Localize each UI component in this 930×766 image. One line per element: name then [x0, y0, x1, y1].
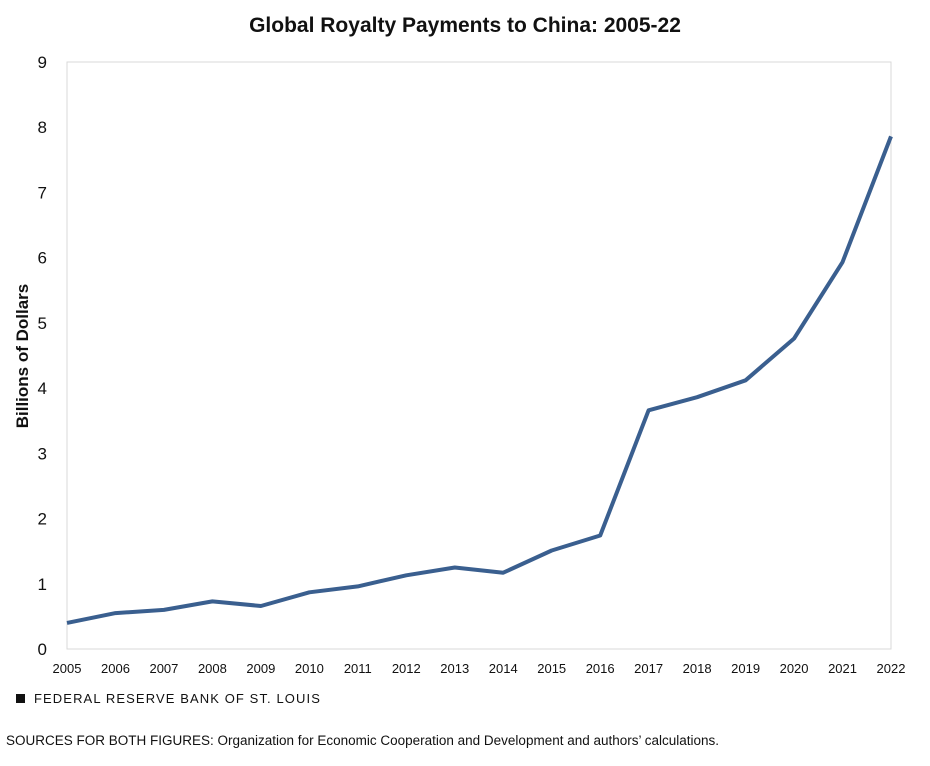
x-axis-ticks: 2005 2006 2007 2008 2009 2010 2011 2012 2013 2014…: [53, 661, 906, 676]
x-tick-label: 2018: [683, 661, 712, 676]
x-tick-label: 2008: [198, 661, 227, 676]
series-group: [66, 135, 893, 625]
y-tick-label: 9: [38, 53, 47, 72]
x-tick-label: 2017: [634, 661, 663, 676]
y-tick-label: 6: [38, 249, 47, 268]
x-tick-label: 2021: [828, 661, 857, 676]
x-tick-label: 2013: [440, 661, 469, 676]
x-tick-label: 2020: [780, 661, 809, 676]
y-axis-label: Billions of Dollars: [13, 284, 32, 429]
plot-area-border: [66, 61, 892, 650]
x-tick-label: 2006: [101, 661, 130, 676]
chart-title: Global Royalty Payments to China: 2005-2…: [249, 14, 681, 37]
y-tick-label: 0: [38, 640, 47, 659]
x-tick-label: 2015: [537, 661, 566, 676]
y-tick-label: 3: [38, 444, 47, 463]
x-tick-label: 2016: [586, 661, 615, 676]
y-tick-label: 2: [38, 510, 47, 529]
x-tick-label: 2012: [392, 661, 421, 676]
x-tick-label: 2010: [295, 661, 324, 676]
y-tick-label: 8: [38, 118, 47, 137]
y-tick-label: 4: [38, 379, 47, 398]
series-line: [66, 135, 893, 625]
y-tick-label: 7: [38, 183, 47, 202]
y-tick-label: 1: [38, 575, 47, 594]
x-tick-label: 2022: [877, 661, 906, 676]
x-tick-label: 2019: [731, 661, 760, 676]
x-tick-label: 2014: [489, 661, 518, 676]
y-axis-ticks: 0 1 2 3 4 5 6 7 8 9: [38, 53, 47, 659]
y-tick-label: 5: [38, 314, 47, 333]
x-tick-label: 2009: [246, 661, 275, 676]
footer-brand: FEDERAL RESERVE BANK OF ST. LOUIS: [16, 691, 321, 706]
x-tick-label: 2007: [149, 661, 178, 676]
brand-name: FEDERAL RESERVE BANK OF ST. LOUIS: [34, 691, 321, 706]
x-tick-label: 2011: [344, 661, 372, 676]
x-tick-label: 2005: [53, 661, 82, 676]
brand-square-icon: [16, 694, 25, 703]
sources-note: SOURCES FOR BOTH FIGURES: Organization f…: [6, 733, 720, 748]
